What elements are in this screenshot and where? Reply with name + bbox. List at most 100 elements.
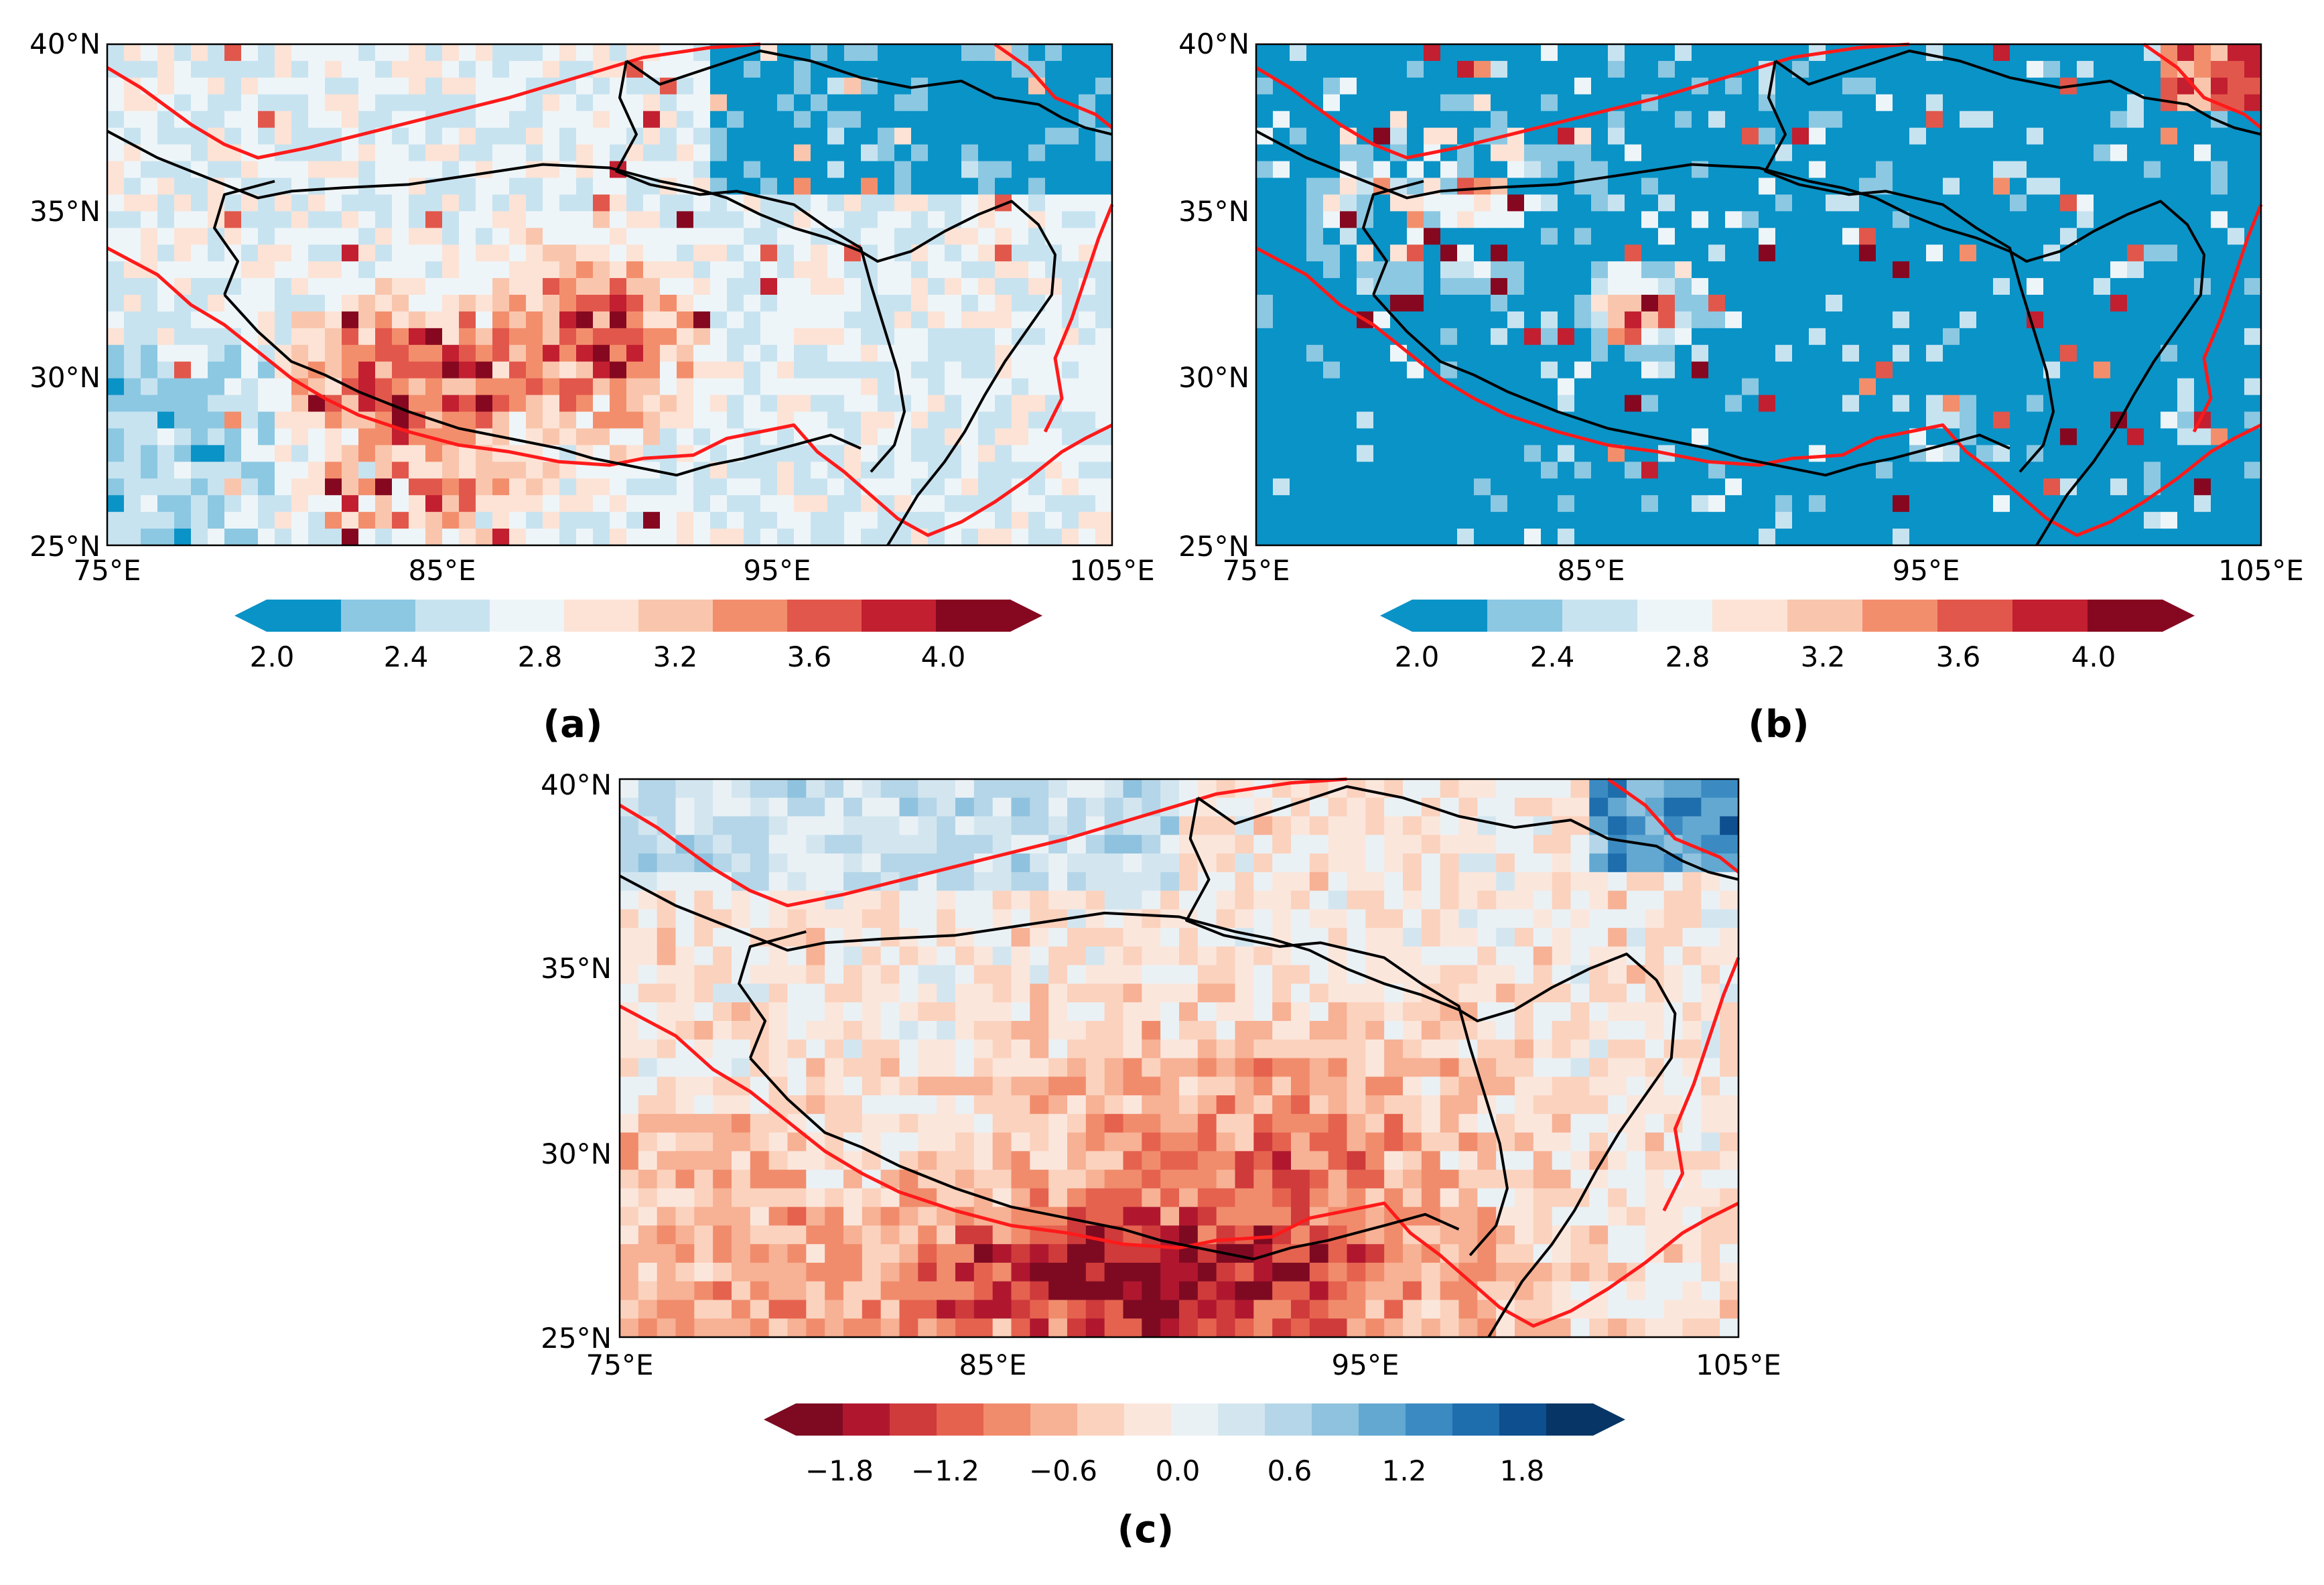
heatmap-cell — [610, 245, 627, 262]
heatmap-cell — [1028, 111, 1046, 129]
heatmap-cell — [937, 909, 956, 928]
heatmap-cell — [1085, 983, 1105, 1003]
heatmap-cell — [2094, 495, 2111, 512]
heatmap-cell — [677, 495, 694, 512]
heatmap-cell — [928, 445, 945, 462]
heatmap-cell — [1645, 853, 1665, 873]
heatmap-cell — [1491, 144, 1508, 162]
heatmap-cell — [1570, 872, 1590, 892]
heatmap-cell — [811, 295, 828, 312]
heatmap-cell — [241, 344, 259, 362]
heatmap-cell — [1179, 946, 1199, 966]
heatmap-cell — [325, 60, 342, 78]
heatmap-cell — [1407, 378, 1424, 396]
heatmap-cell — [191, 529, 208, 546]
heatmap-cell — [1826, 194, 1843, 212]
heatmap-cell — [107, 178, 125, 195]
heatmap-cell — [409, 529, 426, 546]
heatmap-cell — [1792, 228, 1809, 245]
heatmap-cell — [392, 261, 409, 279]
heatmap-cell — [1340, 144, 1357, 162]
heatmap-cell — [1273, 60, 1290, 78]
heatmap-cell — [1407, 127, 1424, 145]
heatmap-cell — [258, 144, 275, 162]
heatmap-cell — [937, 983, 956, 1003]
heatmap-cell — [107, 512, 125, 529]
heatmap-cell — [358, 161, 376, 179]
heatmap-cell — [693, 495, 711, 512]
heatmap-cell — [1491, 278, 1508, 295]
heatmap-cell — [1993, 211, 2010, 228]
heatmap-cell — [638, 965, 658, 985]
heatmap-cell — [1943, 178, 1960, 195]
heatmap-cell — [1809, 261, 1826, 279]
heatmap-cell — [727, 495, 744, 512]
heatmap-cell — [157, 445, 175, 462]
heatmap-cell — [291, 311, 309, 329]
heatmap-cell — [1407, 111, 1424, 129]
heatmap-cell — [1216, 1002, 1236, 1022]
heatmap-cell — [291, 245, 309, 262]
heatmap-cell — [1993, 462, 2010, 479]
heatmap-cell — [1960, 194, 1977, 212]
heatmap-cell — [325, 428, 342, 445]
heatmap-cell — [392, 478, 409, 496]
heatmap-cell — [694, 1151, 713, 1170]
heatmap-cell — [342, 261, 359, 279]
heatmap-cell — [961, 328, 979, 346]
panel-a-ytick-25: 25°N — [29, 530, 100, 563]
heatmap-cell — [787, 1039, 807, 1059]
heatmap-cell — [1011, 1132, 1030, 1152]
heatmap-cell — [844, 328, 862, 346]
heatmap-cell — [1926, 228, 1943, 245]
heatmap-cell — [787, 779, 807, 799]
heatmap-cell — [1645, 1020, 1665, 1040]
heatmap-cell — [1842, 144, 1860, 162]
panel-a-xtick-75: 75°E — [74, 554, 141, 587]
heatmap-cell — [409, 478, 426, 496]
heatmap-cell — [811, 311, 828, 329]
heatmap-cell — [1859, 111, 1876, 129]
heatmap-cell — [308, 178, 326, 195]
heatmap-cell — [880, 853, 900, 873]
heatmap-cell — [844, 144, 862, 162]
heatmap-cell — [945, 261, 962, 279]
heatmap-cell — [918, 797, 937, 817]
colorbar-segment — [2088, 600, 2163, 632]
heatmap-cell — [811, 411, 828, 429]
heatmap-cell — [1570, 779, 1590, 799]
heatmap-cell — [2211, 144, 2228, 162]
heatmap-cell — [713, 1095, 732, 1115]
heatmap-cell — [375, 111, 393, 129]
heatmap-cell — [1658, 228, 1676, 245]
heatmap-cell — [1909, 495, 1927, 512]
heatmap-cell — [1373, 512, 1391, 529]
heatmap-cell — [1062, 411, 1079, 429]
heatmap-cell — [1826, 261, 1843, 279]
heatmap-cell — [1440, 1151, 1460, 1170]
heatmap-cell — [241, 245, 259, 262]
heatmap-cell — [425, 295, 443, 312]
heatmap-cell — [657, 965, 677, 985]
heatmap-cell — [1876, 478, 1893, 496]
heatmap-cell — [342, 311, 359, 329]
heatmap-cell — [1142, 1132, 1161, 1152]
heatmap-cell — [620, 928, 639, 947]
heatmap-cell — [2027, 462, 2044, 479]
heatmap-cell — [1720, 1077, 1739, 1096]
colorbar-segment — [638, 600, 713, 632]
heatmap-cell — [392, 328, 409, 346]
heatmap-cell — [1720, 890, 1739, 910]
heatmap-cell — [1407, 77, 1424, 95]
heatmap-cell — [2010, 378, 2027, 396]
panel-a-xtick-85: 85°E — [409, 554, 476, 587]
heatmap-cell — [1028, 144, 1046, 162]
panel-b-heatmap — [1256, 44, 2262, 546]
heatmap-cell — [358, 462, 376, 479]
heatmap-cell — [760, 278, 778, 295]
heatmap-cell — [1625, 178, 1642, 195]
heatmap-cell — [1909, 378, 1927, 396]
heatmap-cell — [1809, 529, 1826, 546]
heatmap-cell — [1491, 211, 1508, 228]
heatmap-cell — [844, 344, 862, 362]
